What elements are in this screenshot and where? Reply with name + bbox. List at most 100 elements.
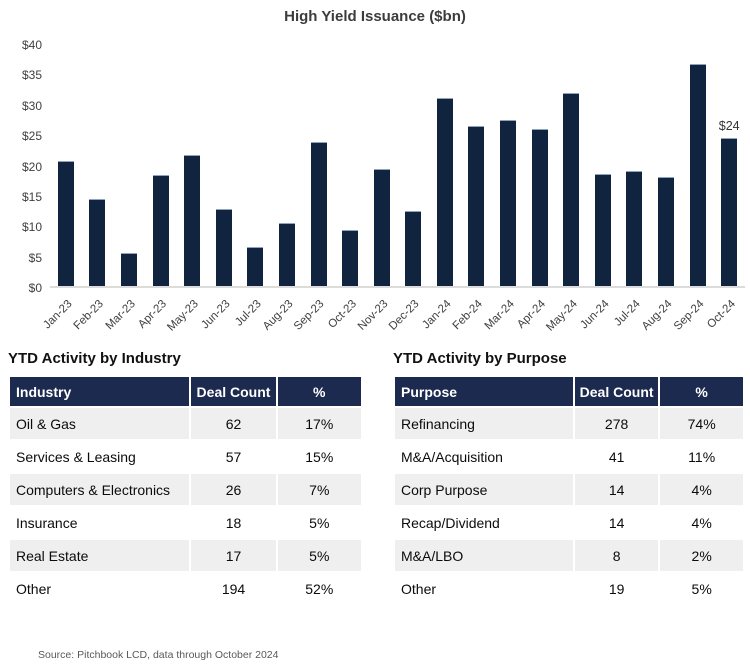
y-axis-tick: $0 (28, 281, 42, 295)
table-cell: 7% (275, 472, 364, 507)
x-axis-tick: Aug-24 (639, 298, 675, 333)
x-axis-tick: Jun-23 (198, 298, 233, 332)
x-axis-tick: Sep-23 (292, 298, 328, 333)
x-axis-tick: Mar-23 (103, 298, 138, 333)
purpose-section-title: YTD Activity by Purpose (393, 350, 567, 367)
plot-area: $24 (50, 40, 745, 288)
table-cell: 15% (275, 439, 364, 474)
chart-title: High Yield Issuance ($bn) (284, 8, 466, 25)
table-header-cell: Purpose (393, 375, 575, 408)
bar (626, 171, 643, 286)
table-cell: 26 (189, 472, 278, 507)
table-cell: 62 (189, 406, 278, 441)
x-axis-line (50, 286, 745, 288)
table-cell: 4% (658, 472, 745, 507)
y-axis-tick: $10 (21, 220, 42, 235)
bar (594, 174, 611, 286)
x-axis-tick: Oct-23 (325, 298, 359, 331)
table-cell: 17% (275, 406, 364, 441)
table-cell: 2% (658, 538, 745, 573)
bar (57, 161, 74, 286)
x-axis-tick: Sep-24 (671, 298, 707, 333)
table-header-row: Purpose Deal Count% (393, 375, 745, 408)
table-cell: 11% (658, 439, 745, 474)
table-header-cell: % (658, 375, 745, 408)
table-row: M&A/LBO 8 2% (393, 538, 745, 573)
table-header-row: Industry Deal Count% (7, 375, 364, 408)
x-axis-tick: Dec-23 (387, 298, 422, 333)
table-cell: 19 (572, 571, 661, 606)
bar (405, 210, 422, 286)
table-cell: 41 (572, 439, 661, 474)
table-cell: 17 (189, 538, 278, 573)
table-row: Real Estate 17 5% (7, 538, 364, 573)
bar-data-label: $24 (718, 119, 740, 134)
x-axis-tick: Apr-24 (515, 298, 549, 331)
bar (184, 154, 201, 286)
bar (89, 199, 106, 286)
x-axis-tick: Feb-23 (71, 298, 106, 333)
y-axis-tick: $15 (21, 189, 42, 204)
bar (500, 119, 517, 286)
table-cell: 5% (658, 571, 745, 606)
table-cell: 52% (275, 571, 364, 606)
table-header-cell: Deal Count (572, 375, 661, 408)
x-axis-tick: Feb-24 (450, 298, 485, 333)
bar (563, 92, 580, 286)
table-cell: Insurance (7, 505, 192, 540)
table-cell: 14 (572, 472, 661, 507)
bar (468, 125, 485, 286)
bar (310, 142, 327, 286)
table-cell: Corp Purpose (393, 472, 575, 507)
purpose-table-section: YTD Activity by Purpose Purpose Deal Coun… (393, 350, 745, 606)
y-axis-tick: $30 (21, 98, 42, 113)
data-table: Industry Deal Count% Oil & Gas 62 17% Service… (7, 375, 364, 606)
x-axis-tick: Jan-23 (40, 298, 75, 332)
table-row: Refinancing 278 74% (393, 406, 745, 441)
industry-section-title: YTD Activity by Industry (8, 350, 181, 367)
table-cell: 74% (658, 406, 745, 441)
source-note: Source: Pitchbook LCD, data through Octo… (38, 649, 279, 661)
bar (247, 246, 264, 286)
table-header-cell: % (275, 375, 364, 408)
table-row: Corp Purpose 14 4% (393, 472, 745, 507)
table-cell: Recap/Dividend (393, 505, 575, 540)
x-axis-tick: May-23 (165, 298, 201, 334)
table-header-cell: Deal Count (189, 375, 278, 408)
table-cell: Computers & Electronics (7, 472, 192, 507)
bar (342, 229, 359, 286)
table-row: Insurance 18 5% (7, 505, 364, 540)
x-axis-tick: Aug-23 (260, 298, 296, 333)
table-row: Recap/Dividend 14 4% (393, 505, 745, 540)
table-cell: 14 (572, 505, 661, 540)
table-row: Other 19 5% (393, 571, 745, 606)
bar (373, 169, 390, 286)
x-axis-tick: Jul-23 (233, 298, 264, 329)
bar (689, 64, 706, 286)
table-cell: 4% (658, 505, 745, 540)
y-axis-tick: $25 (21, 129, 42, 144)
x-axis-tick: Nov-23 (355, 298, 391, 333)
table-cell: M&A/LBO (393, 538, 575, 573)
bar (152, 175, 169, 286)
x-axis-tick: Jun-24 (577, 298, 612, 332)
table-cell: M&A/Acquisition (393, 439, 575, 474)
y-axis-tick: $40 (21, 38, 42, 52)
bar (278, 222, 295, 286)
table-row: Oil & Gas 62 17% (7, 406, 364, 441)
table-cell: 5% (275, 505, 364, 540)
table-row: M&A/Acquisition 41 11% (393, 439, 745, 474)
table-row: Other 194 52% (7, 571, 364, 606)
table-cell: Other (7, 571, 192, 606)
x-axis-tick: May-24 (544, 298, 580, 334)
table-cell: 8 (572, 538, 661, 573)
data-table: Purpose Deal Count% Refinancing 278 74% M&A/A… (393, 375, 745, 606)
table-cell: Refinancing (393, 406, 575, 441)
table-cell: 5% (275, 538, 364, 573)
bar (436, 97, 453, 286)
table-cell: Services & Leasing (7, 439, 192, 474)
bar (120, 253, 137, 286)
table-row: Services & Leasing 57 15% (7, 439, 364, 474)
bar (531, 129, 548, 286)
